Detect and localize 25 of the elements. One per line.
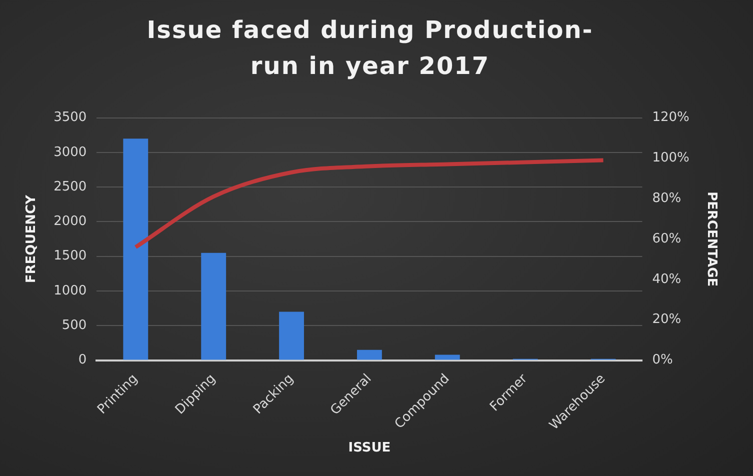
x-axis-title: ISSUE [348, 440, 391, 456]
y-tick-label: 2000 [54, 214, 87, 230]
y2-tick-label: 60% [652, 231, 682, 246]
y2-tick-label: 20% [652, 312, 682, 328]
bar [434, 354, 460, 360]
y-tick-label: 2500 [54, 179, 87, 194]
y2-tick-label: 40% [652, 272, 682, 287]
y-tick-label: 3500 [54, 110, 87, 126]
y-tick-label: 1000 [54, 283, 87, 298]
y2-tick-label: 0% [652, 352, 673, 368]
bar [201, 252, 226, 360]
bar [279, 312, 304, 360]
y2-tick-label: 100% [652, 150, 690, 166]
y-tick-label: 500 [62, 318, 87, 334]
chart-title: Issue faced during Production-run in year 2017 [146, 15, 594, 82]
y-axis-title: FREQUENCY [24, 194, 40, 284]
bar [356, 350, 382, 360]
line-series [134, 158, 606, 250]
y2-tick-label: 80% [652, 191, 682, 206]
y2-axis-title: PERCENTAGE [704, 191, 719, 287]
bar [123, 138, 148, 360]
y-tick-label: 3000 [54, 144, 87, 160]
y-tick-label: 1500 [54, 248, 87, 264]
y2-tick-label: 120% [652, 110, 690, 126]
y-tick-label: 0 [78, 352, 87, 368]
